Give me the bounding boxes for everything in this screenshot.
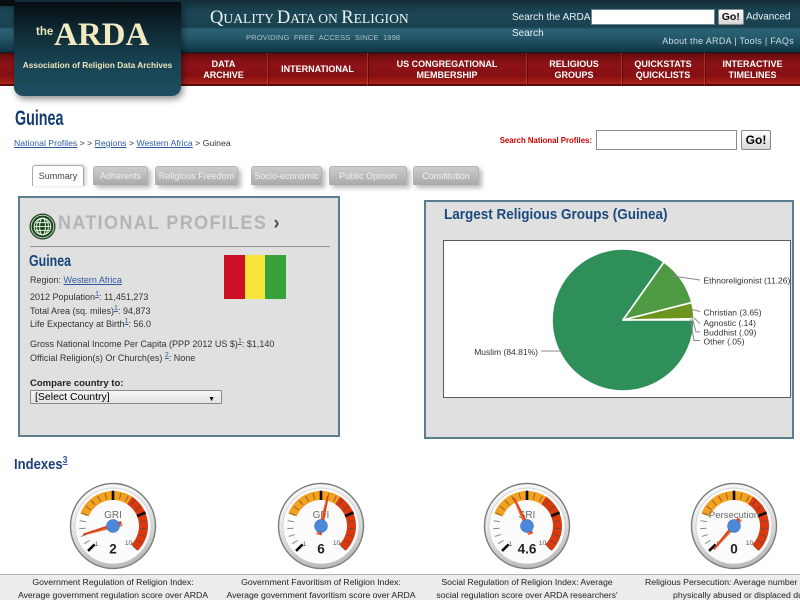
svg-text:6: 6 <box>317 541 325 556</box>
svg-text:0: 0 <box>730 541 738 556</box>
svg-text:10: 10 <box>332 539 340 546</box>
svg-text:GRI: GRI <box>104 510 122 521</box>
svg-text:Other (.05): Other (.05) <box>704 337 745 347</box>
svg-text:Muslim (84.81%): Muslim (84.81%) <box>474 347 538 357</box>
svg-text:4.6: 4.6 <box>518 541 537 556</box>
svg-text:1: 1 <box>302 540 306 547</box>
svg-text:1: 1 <box>95 540 99 547</box>
svg-text:Ethnoreligionist (11.26): Ethnoreligionist (11.26) <box>704 276 791 286</box>
svg-text:10: 10 <box>539 539 547 546</box>
svg-text:Buddhist (.09): Buddhist (.09) <box>704 328 757 338</box>
svg-text:SRI: SRI <box>519 510 536 521</box>
svg-text:Persecution: Persecution <box>709 510 759 521</box>
svg-text:10: 10 <box>125 539 133 546</box>
svg-text:GFI: GFI <box>312 510 329 521</box>
svg-text:Christian (3.65): Christian (3.65) <box>704 307 762 317</box>
svg-text:Agnostic (.14): Agnostic (.14) <box>704 318 757 328</box>
svg-text:1: 1 <box>509 540 513 547</box>
svg-text:10: 10 <box>746 539 754 546</box>
svg-text:2: 2 <box>109 541 117 556</box>
